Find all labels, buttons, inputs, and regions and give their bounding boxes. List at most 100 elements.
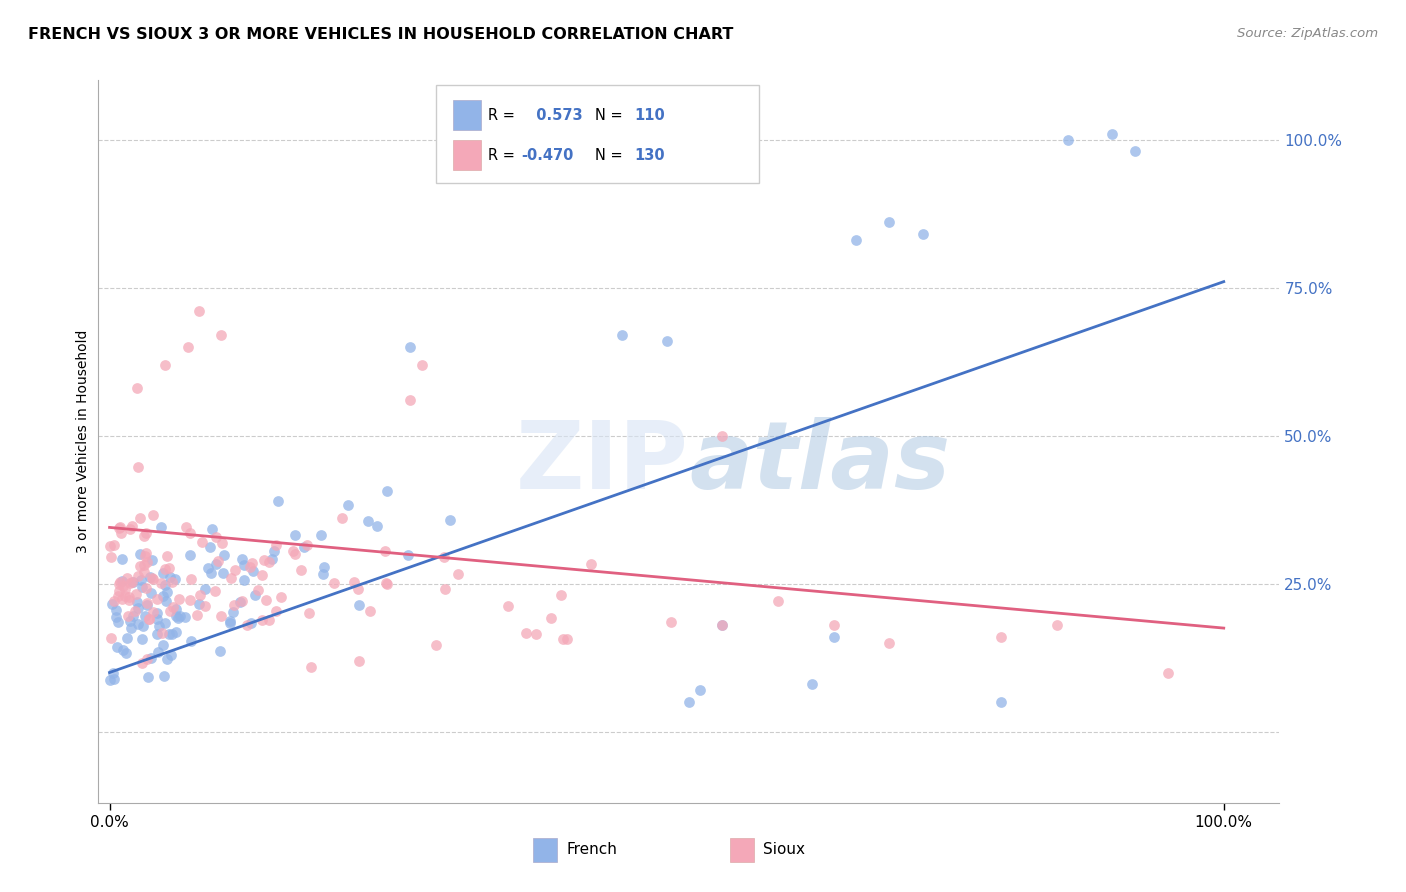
- Point: [155, 594, 177, 608]
- Point: [129, 558, 152, 573]
- Point: [139, 586, 162, 600]
- Point: [208, 644, 231, 658]
- Point: [374, 543, 396, 558]
- Point: [153, 578, 176, 592]
- Point: [555, 632, 578, 646]
- Point: [322, 576, 344, 591]
- Point: [120, 621, 142, 635]
- Point: [153, 616, 176, 631]
- Point: [127, 381, 149, 395]
- Point: [136, 555, 159, 569]
- Point: [297, 538, 319, 552]
- Point: [179, 526, 201, 541]
- Point: [135, 582, 157, 596]
- Point: [233, 574, 256, 588]
- Point: [689, 683, 711, 698]
- Y-axis label: 3 or more Vehicles in Household: 3 or more Vehicles in Household: [76, 330, 90, 553]
- Point: [231, 594, 253, 608]
- Point: [242, 565, 264, 579]
- Point: [366, 519, 388, 533]
- Point: [134, 549, 156, 564]
- Point: [122, 575, 145, 590]
- Point: [515, 626, 537, 640]
- Point: [359, 603, 381, 617]
- Point: [105, 640, 128, 654]
- Point: [103, 594, 125, 608]
- Text: N =: N =: [595, 148, 627, 162]
- Point: [250, 568, 273, 582]
- Point: [292, 540, 315, 554]
- Point: [148, 619, 170, 633]
- Point: [98, 673, 121, 687]
- Point: [127, 617, 149, 632]
- Text: 130: 130: [634, 148, 665, 162]
- Point: [231, 552, 253, 566]
- Point: [118, 593, 141, 607]
- Point: [131, 573, 153, 587]
- Point: [253, 553, 276, 567]
- Point: [207, 554, 229, 568]
- Point: [375, 483, 398, 498]
- Point: [120, 522, 142, 536]
- Point: [711, 428, 734, 442]
- Point: [911, 227, 934, 242]
- Point: [114, 582, 136, 596]
- Point: [254, 592, 277, 607]
- Point: [347, 582, 370, 596]
- Point: [159, 569, 181, 583]
- Point: [152, 589, 174, 603]
- Point: [136, 596, 159, 610]
- Point: [108, 575, 131, 590]
- Point: [990, 630, 1012, 644]
- Point: [128, 510, 150, 524]
- Point: [152, 638, 174, 652]
- Text: N =: N =: [595, 108, 627, 122]
- Point: [191, 535, 214, 549]
- Point: [204, 530, 226, 544]
- Point: [399, 340, 422, 354]
- Point: [194, 582, 217, 596]
- Point: [264, 538, 287, 552]
- Point: [309, 527, 332, 541]
- Point: [433, 582, 456, 597]
- Point: [267, 494, 290, 508]
- Point: [823, 630, 845, 644]
- Point: [550, 588, 572, 602]
- Point: [118, 590, 141, 604]
- Point: [176, 519, 198, 533]
- Point: [128, 547, 150, 561]
- Point: [496, 599, 519, 614]
- Point: [135, 525, 157, 540]
- Point: [270, 591, 292, 605]
- Point: [1123, 145, 1146, 159]
- Point: [127, 594, 149, 608]
- Point: [232, 558, 254, 572]
- Point: [219, 571, 242, 585]
- Point: [150, 520, 173, 534]
- Text: Sioux: Sioux: [763, 842, 806, 857]
- Point: [243, 588, 266, 602]
- Point: [146, 607, 169, 621]
- Point: [411, 358, 433, 372]
- Point: [337, 498, 360, 512]
- Point: [117, 571, 139, 585]
- Point: [105, 602, 128, 616]
- Point: [242, 556, 264, 570]
- Point: [135, 546, 157, 560]
- Point: [165, 609, 187, 624]
- Point: [132, 529, 155, 543]
- Point: [165, 602, 187, 616]
- Text: ZIP: ZIP: [516, 417, 689, 509]
- Point: [180, 633, 202, 648]
- Point: [114, 646, 136, 660]
- Point: [118, 614, 141, 628]
- Point: [236, 618, 259, 632]
- Point: [121, 519, 143, 533]
- Point: [553, 632, 575, 646]
- Point: [155, 358, 177, 372]
- Point: [121, 575, 143, 590]
- Point: [347, 598, 370, 612]
- Point: [879, 636, 901, 650]
- Point: [711, 618, 734, 632]
- Point: [141, 571, 163, 585]
